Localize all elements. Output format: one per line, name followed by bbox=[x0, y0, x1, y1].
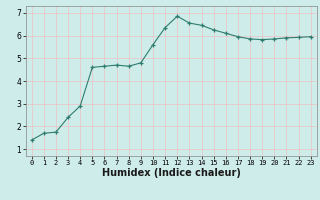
X-axis label: Humidex (Indice chaleur): Humidex (Indice chaleur) bbox=[102, 168, 241, 178]
